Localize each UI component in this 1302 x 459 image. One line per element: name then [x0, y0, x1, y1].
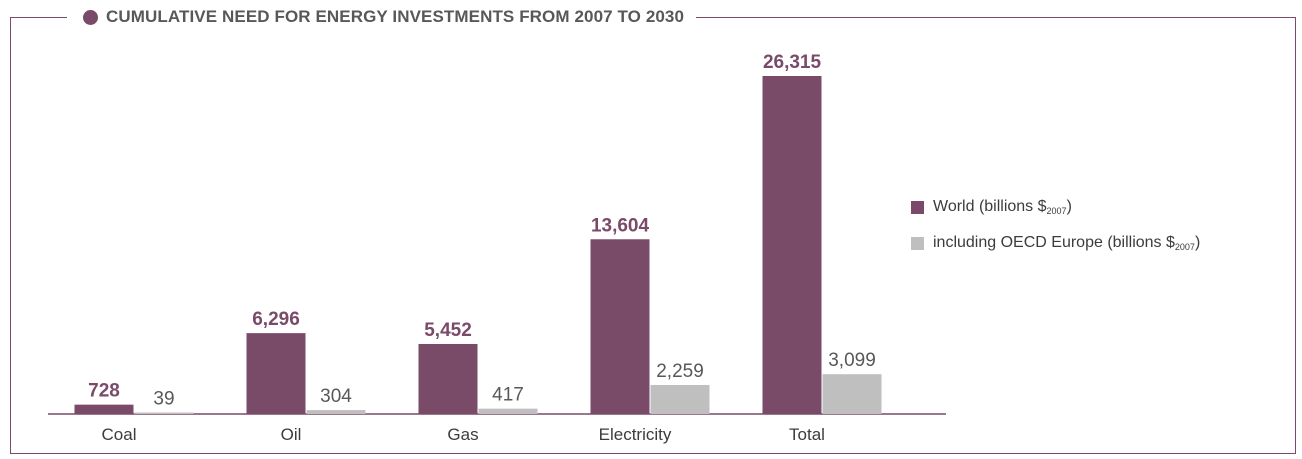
legend-label-world: World (billions $2007) — [933, 198, 1072, 216]
data-label-world-total: 26,315 — [763, 52, 822, 73]
bar-world-oil — [246, 333, 306, 414]
chart-title-text: CUMULATIVE NEED FOR ENERGY INVESTMENTS F… — [106, 7, 685, 26]
data-label-oecd-electricity: 2,259 — [656, 361, 704, 382]
bar-oecd-coal — [134, 412, 194, 414]
legend: World (billions $2007) including OECD Eu… — [911, 196, 1200, 268]
bar-oecd-gas — [478, 408, 538, 414]
bar-world-total — [762, 76, 822, 414]
data-label-oecd-gas: 417 — [492, 385, 524, 406]
data-label-world-oil: 6,296 — [252, 309, 300, 330]
title-bullet-icon — [83, 9, 98, 25]
bar-oecd-total — [822, 374, 882, 414]
legend-swatch-world — [911, 200, 924, 214]
x-tick-label-electricity: Electricity — [599, 425, 672, 444]
data-label-oecd-total: 3,099 — [828, 350, 876, 371]
data-label-world-electricity: 13,604 — [591, 215, 650, 236]
bar-world-coal — [74, 404, 134, 414]
x-tick-label-total: Total — [789, 425, 825, 444]
legend-swatch-oecd — [911, 236, 924, 250]
data-label-oecd-coal: 39 — [153, 389, 174, 410]
x-tick-label-coal: Coal — [102, 425, 137, 444]
bar-world-electricity — [590, 239, 650, 414]
legend-item-world: World (billions $2007) — [911, 196, 1200, 218]
bar-oecd-electricity — [650, 384, 710, 414]
data-label-oecd-oil: 304 — [320, 386, 352, 407]
legend-item-oecd: including OECD Europe (billions $2007) — [911, 232, 1200, 254]
legend-label-oecd: including OECD Europe (billions $2007) — [933, 234, 1201, 252]
data-label-world-gas: 5,452 — [424, 320, 472, 341]
chart-title: CUMULATIVE NEED FOR ENERGY INVESTMENTS F… — [67, 6, 697, 28]
data-label-world-coal: 728 — [88, 381, 120, 402]
bar-oecd-oil — [306, 410, 366, 414]
bar-world-gas — [418, 343, 478, 414]
x-tick-label-oil: Oil — [281, 425, 302, 444]
x-tick-label-gas: Gas — [447, 425, 478, 444]
